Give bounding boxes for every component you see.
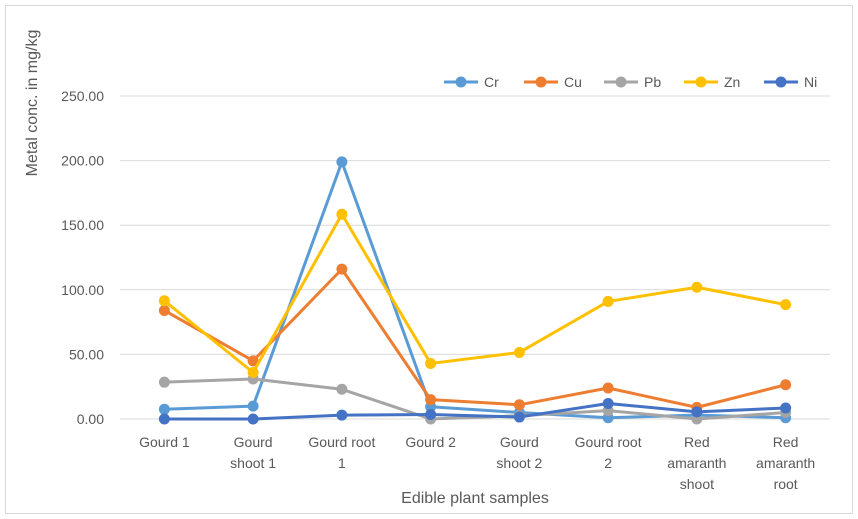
legend: Cr Cu Pb Zn Ni <box>444 74 817 90</box>
data-point-cu <box>336 263 348 275</box>
data-point-cu <box>247 355 259 367</box>
x-axis-tick-labels: Gourd 1 Gourd shoot 1 Gourd root 1 Gourd 2 Gou… <box>139 434 815 492</box>
data-point-cu <box>158 304 170 316</box>
x-tick-label: Gourd shoot 2 <box>496 434 542 471</box>
data-point-ni <box>602 397 614 409</box>
series-zn <box>158 208 792 378</box>
y-tick-label: 50.00 <box>69 346 104 362</box>
legend-label: Cr <box>484 74 499 90</box>
legend-item-cu: Cu <box>524 74 582 90</box>
legend-marker <box>535 76 547 88</box>
x-tick-label: Red amaranth root <box>756 434 815 492</box>
y-tick-label: 200.00 <box>61 153 104 169</box>
data-point-ni <box>780 402 792 414</box>
legend-label: Cu <box>564 74 582 90</box>
data-point-pb <box>158 376 170 388</box>
data-point-cu <box>425 394 437 406</box>
gridlines <box>120 95 830 420</box>
x-tick-label: Gourd root 2 <box>575 434 642 471</box>
data-point-zn <box>336 208 348 220</box>
data-point-cr <box>158 403 170 415</box>
y-tick-label: 150.00 <box>61 217 104 233</box>
chart-frame <box>5 5 853 514</box>
series-lines <box>158 156 792 425</box>
data-point-cr <box>336 156 348 168</box>
data-point-zn <box>425 357 437 369</box>
legend-marker <box>695 76 707 88</box>
data-point-zn <box>780 299 792 311</box>
data-point-ni <box>158 413 170 425</box>
x-axis-title: Edible plant samples <box>401 490 549 507</box>
x-tick-label: Gourd root 1 <box>308 434 375 471</box>
data-point-zn <box>513 346 525 358</box>
legend-marker <box>615 76 627 88</box>
legend-item-zn: Zn <box>684 74 740 90</box>
x-tick-label: Gourd shoot 1 <box>230 434 276 471</box>
series-ni <box>158 397 792 425</box>
series-line-pb <box>162 377 788 421</box>
y-tick-label: 250.00 <box>61 88 104 104</box>
legend-item-pb: Pb <box>604 74 661 90</box>
legend-marker <box>775 76 787 88</box>
data-point-cu <box>602 382 614 394</box>
data-point-zn <box>691 281 703 293</box>
legend-marker <box>455 76 467 88</box>
legend-item-ni: Ni <box>764 74 817 90</box>
series-line-zn <box>162 212 788 374</box>
y-tick-label: 0.00 <box>77 411 104 427</box>
x-tick-label: Red amaranth shoot <box>667 434 726 492</box>
data-point-zn <box>247 366 259 378</box>
data-point-pb <box>336 383 348 395</box>
data-point-zn <box>602 295 614 307</box>
legend-label: Ni <box>804 74 817 90</box>
series-line-cr <box>162 160 788 420</box>
data-point-ni <box>513 411 525 423</box>
data-point-ni <box>691 406 703 418</box>
legend-label: Zn <box>724 74 740 90</box>
x-tick-label: Gourd 2 <box>405 434 456 450</box>
legend-item-cr: Cr <box>444 74 499 90</box>
data-point-cu <box>513 399 525 411</box>
legend-label: Pb <box>644 74 661 90</box>
data-point-cu <box>780 379 792 391</box>
y-axis-tick-labels: 0.00 50.00 100.00 150.00 200.00 250.00 <box>61 88 104 427</box>
data-point-zn <box>158 295 170 307</box>
y-axis-title: Metal conc. in mg/kg <box>24 30 41 177</box>
y-tick-label: 100.00 <box>61 282 104 298</box>
series-line-ni <box>162 401 788 421</box>
x-tick-label: Gourd 1 <box>139 434 190 450</box>
data-point-ni <box>247 413 259 425</box>
data-point-cr <box>247 400 259 412</box>
data-point-ni <box>336 409 348 421</box>
data-point-ni <box>425 408 437 420</box>
